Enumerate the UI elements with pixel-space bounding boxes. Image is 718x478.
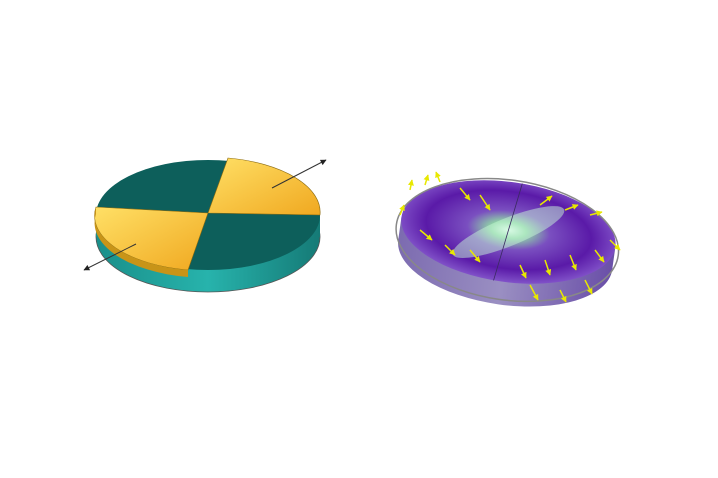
arrow [435,171,441,183]
arrow [584,279,593,295]
arrow [589,210,603,217]
arrow [569,254,577,271]
arrow [609,239,621,251]
polarization-arrow [83,243,137,271]
arrow [594,249,605,263]
arrow [529,284,539,301]
arrow [469,249,481,263]
arrow [564,204,579,211]
arrow [559,289,567,303]
boundary-ring [395,177,620,303]
arrow [544,259,552,276]
field-highlight [452,206,565,258]
arrow [423,174,430,186]
quadrant-edge [94,207,188,277]
arrow [419,229,433,241]
arrow [519,264,527,279]
quadrant [207,157,321,216]
piezo-disk [83,157,327,293]
arrow [407,179,414,191]
arrow [539,195,553,206]
polarization-arrow [271,159,327,189]
seam [493,183,523,281]
arrow [399,204,405,216]
arrow [479,194,491,211]
arrow [444,244,456,256]
field-disk [395,177,620,307]
field-arrows [399,171,621,303]
arrow [459,187,471,201]
